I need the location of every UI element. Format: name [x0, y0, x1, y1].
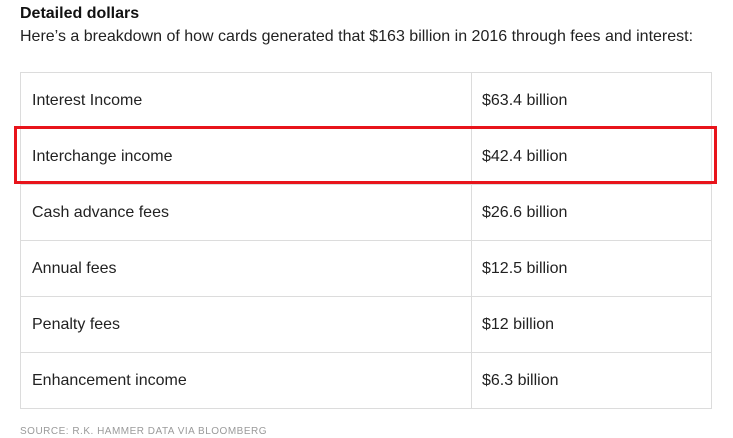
row-label: Interest Income: [20, 72, 472, 129]
section-heading: Detailed dollars: [20, 5, 140, 22]
row-label: Annual fees: [20, 240, 472, 297]
table-row: Interest Income $63.4 billion: [20, 72, 712, 129]
row-value: $63.4 billion: [471, 72, 712, 129]
table-row: Enhancement income $6.3 billion: [20, 352, 712, 409]
row-value: $26.6 billion: [471, 184, 712, 241]
row-value: $12 billion: [471, 296, 712, 353]
table-row: Cash advance fees $26.6 billion: [20, 184, 712, 241]
row-label: Enhancement income: [20, 352, 472, 409]
row-value: $6.3 billion: [471, 352, 712, 409]
source-note: SOURCE: R.K. HAMMER DATA VIA BLOOMBERG: [20, 426, 268, 437]
fees-breakdown-table: Interest Income $63.4 billion Interchang…: [20, 72, 712, 409]
intro-text: Here’s a breakdown of how cards generate…: [20, 28, 694, 45]
row-value: $12.5 billion: [471, 240, 712, 297]
row-label: Penalty fees: [20, 296, 472, 353]
row-value: $42.4 billion: [471, 128, 712, 185]
row-label: Cash advance fees: [20, 184, 472, 241]
table-row: Penalty fees $12 billion: [20, 296, 712, 353]
table-row: Interchange income $42.4 billion: [20, 128, 712, 185]
row-label: Interchange income: [20, 128, 472, 185]
table-row: Annual fees $12.5 billion: [20, 240, 712, 297]
